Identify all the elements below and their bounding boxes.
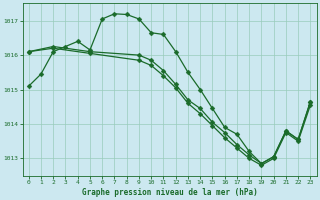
X-axis label: Graphe pression niveau de la mer (hPa): Graphe pression niveau de la mer (hPa) — [82, 188, 258, 197]
